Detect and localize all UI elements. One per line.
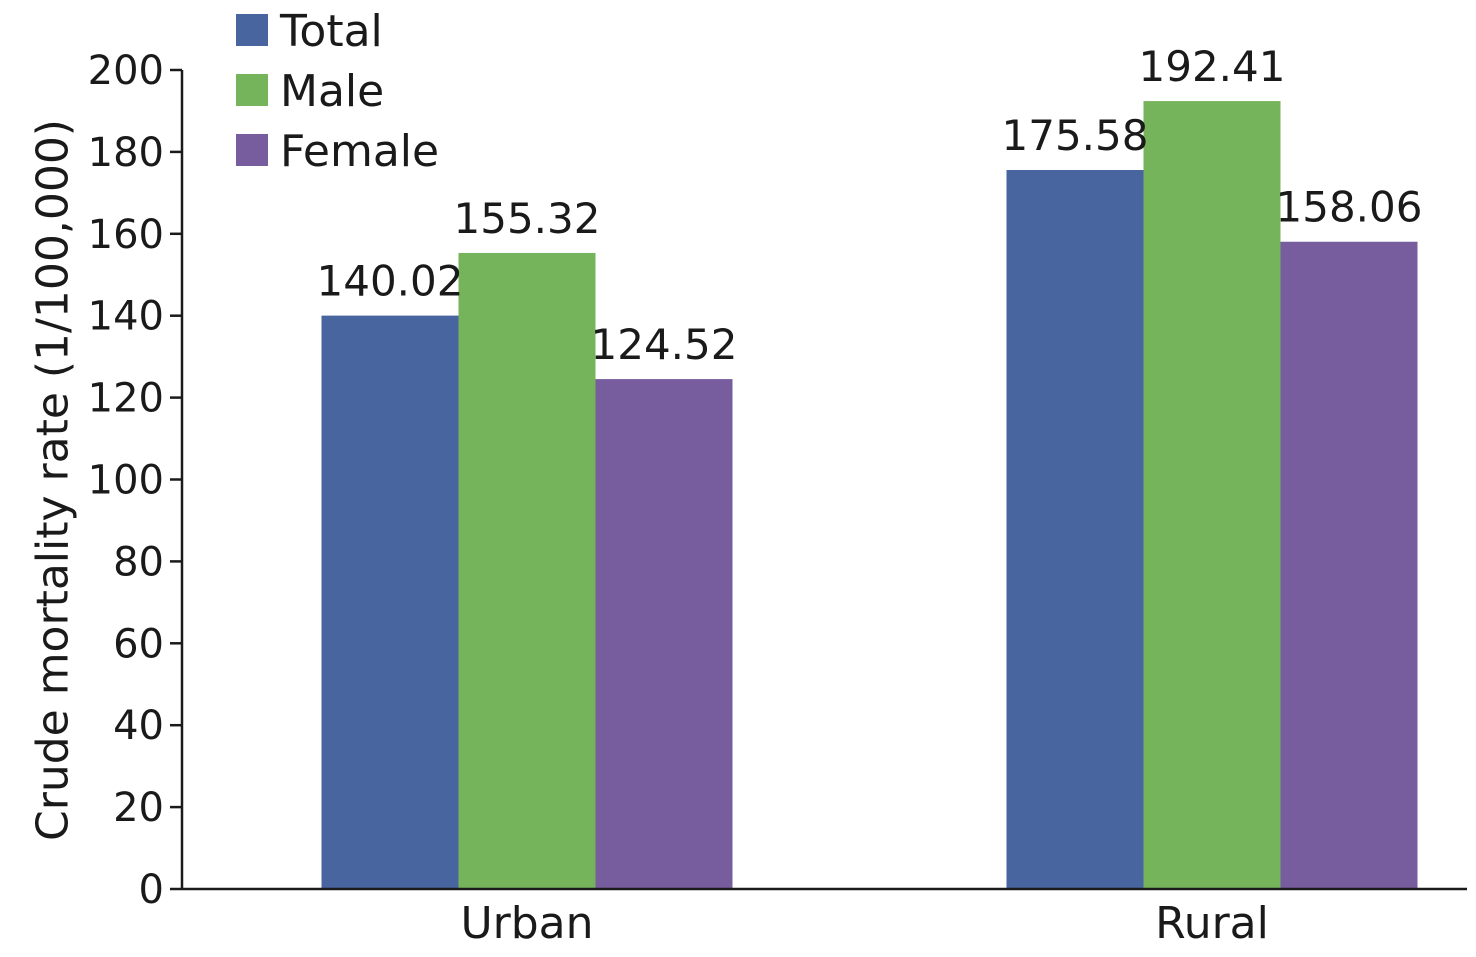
legend-swatch-male <box>236 74 268 106</box>
y-tick-label: 0 <box>139 867 164 913</box>
data-label-rural-male: 192.41 <box>1139 42 1286 91</box>
legend-swatch-female <box>236 134 268 166</box>
y-tick-label: 60 <box>113 621 164 667</box>
bar-rural-male <box>1143 101 1281 889</box>
y-tick-label: 160 <box>88 212 164 258</box>
y-tick-label: 40 <box>113 703 164 749</box>
legend: Total Male Female <box>236 6 439 177</box>
bars <box>321 101 1418 890</box>
legend-label-total: Total <box>279 6 383 57</box>
y-tick-label: 140 <box>88 294 164 340</box>
bar-urban-female <box>595 379 733 889</box>
legend-label-female: Female <box>280 126 439 177</box>
y-ticks: 0 20 40 60 80 100 120 140 160 180 200 <box>88 48 182 913</box>
bar-urban-male <box>458 252 596 889</box>
y-tick-label: 80 <box>113 539 164 585</box>
legend-label-male: Male <box>280 66 384 117</box>
legend-swatch-total <box>236 14 268 46</box>
bar-urban-total <box>321 315 459 889</box>
bar-rural-female <box>1280 241 1418 890</box>
y-tick-label: 20 <box>113 785 164 831</box>
data-label-urban-male: 155.32 <box>454 194 601 243</box>
data-labels: 140.02 155.32 124.52 175.58 192.41 158.06 <box>317 42 1423 369</box>
y-tick-label: 180 <box>88 130 164 176</box>
x-labels: Urban Rural <box>460 898 1268 949</box>
y-tick-label: 120 <box>88 376 164 422</box>
x-category-label: Rural <box>1155 898 1269 949</box>
bar-rural-total <box>1006 169 1144 890</box>
y-axis-label: Crude mortality rate (1/100,000) <box>27 119 78 841</box>
data-label-urban-total: 140.02 <box>317 257 464 306</box>
y-tick-label: 100 <box>88 458 164 504</box>
data-label-rural-total: 175.58 <box>1002 111 1149 160</box>
x-category-label: Urban <box>460 898 593 949</box>
y-tick-label: 200 <box>88 48 164 94</box>
data-label-rural-female: 158.06 <box>1276 183 1423 232</box>
data-label-urban-female: 124.52 <box>591 320 738 369</box>
